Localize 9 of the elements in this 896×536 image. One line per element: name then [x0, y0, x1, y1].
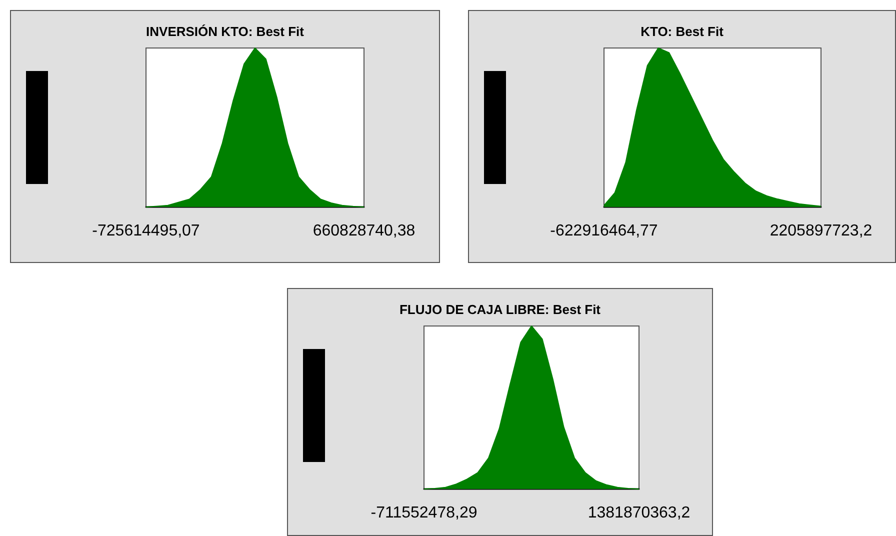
chart-title: FLUJO DE CAJA LIBRE: Best Fit — [399, 302, 602, 317]
text: -725614495,07 — [92, 222, 200, 240]
chart-title: INVERSIÓN KTO: Best Fit — [146, 24, 305, 39]
text: -711552478,29 — [370, 504, 478, 522]
text: -622916464,77 — [550, 222, 658, 240]
chart-title: KTO: Best Fit — [640, 24, 724, 39]
text: 660828740,38 — [312, 222, 416, 240]
text: 1381870363,2 — [588, 504, 690, 522]
text: 2205897723,2 — [770, 222, 872, 240]
